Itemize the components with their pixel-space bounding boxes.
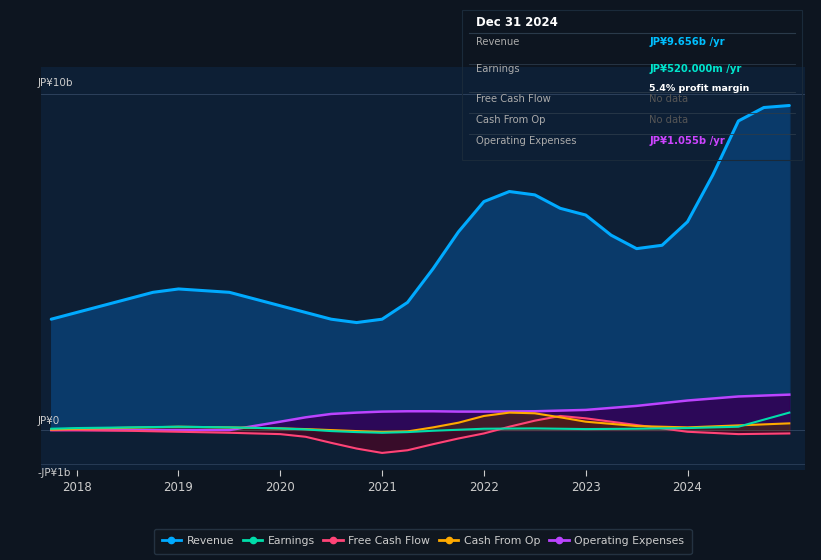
Text: JP¥9.656b /yr: JP¥9.656b /yr <box>649 36 725 46</box>
Text: Operating Expenses: Operating Expenses <box>476 136 576 146</box>
Text: Earnings: Earnings <box>476 64 520 74</box>
Text: -JP¥1b: -JP¥1b <box>37 468 71 478</box>
Text: Cash From Op: Cash From Op <box>476 115 545 124</box>
Text: JP¥1.055b /yr: JP¥1.055b /yr <box>649 136 725 146</box>
Legend: Revenue, Earnings, Free Cash Flow, Cash From Op, Operating Expenses: Revenue, Earnings, Free Cash Flow, Cash … <box>154 529 691 554</box>
Text: Revenue: Revenue <box>476 36 519 46</box>
Text: No data: No data <box>649 115 688 124</box>
Text: JP¥520.000m /yr: JP¥520.000m /yr <box>649 64 741 74</box>
Text: Free Cash Flow: Free Cash Flow <box>476 94 551 104</box>
Text: 5.4% profit margin: 5.4% profit margin <box>649 84 750 93</box>
Text: No data: No data <box>649 94 688 104</box>
Text: JP¥0: JP¥0 <box>37 416 59 426</box>
Text: Dec 31 2024: Dec 31 2024 <box>476 16 557 29</box>
Text: JP¥10b: JP¥10b <box>37 78 73 88</box>
